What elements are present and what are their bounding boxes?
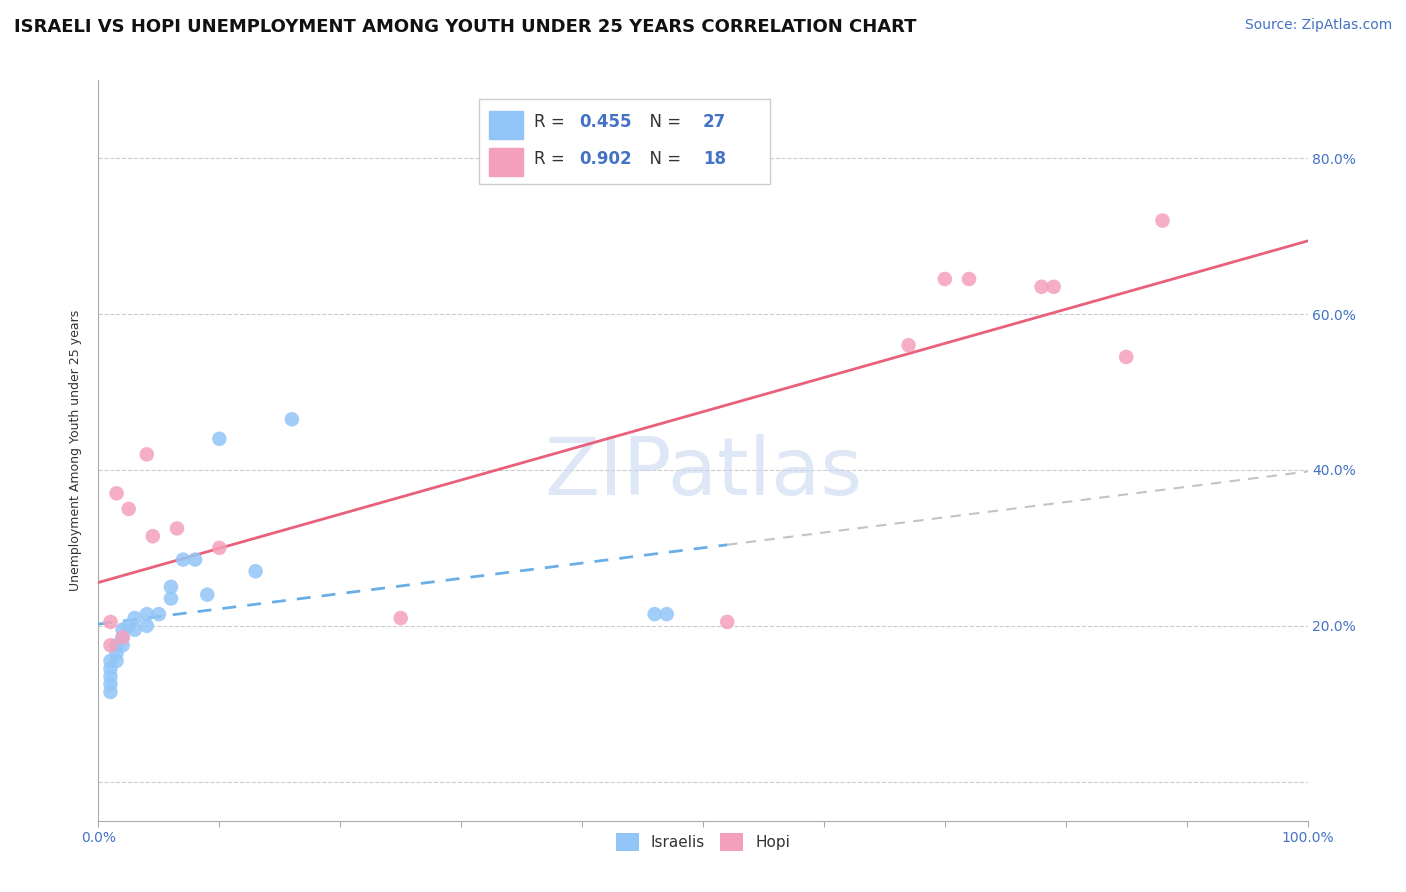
Text: 18: 18 (703, 151, 725, 169)
Point (105, 638, 128, 652)
Point (716, 615, 738, 629)
Point (160, 591, 183, 606)
Point (100, 662, 122, 676)
Point (124, 611, 146, 625)
Point (135, 619, 157, 633)
Point (245, 564, 267, 578)
Point (957, 272, 980, 286)
Legend: Israelis, Hopi: Israelis, Hopi (610, 827, 796, 857)
Text: 0.455: 0.455 (579, 113, 633, 131)
Point (1031, 280, 1053, 294)
Text: 27: 27 (703, 113, 727, 131)
Point (389, 611, 412, 625)
Point (111, 638, 134, 652)
Point (100, 677, 122, 691)
Y-axis label: Unemployment Among Youth under 25 years: Unemployment Among Youth under 25 years (69, 310, 83, 591)
Point (160, 580, 183, 594)
Point (100, 638, 122, 652)
Text: 0.902: 0.902 (579, 151, 633, 169)
FancyBboxPatch shape (479, 99, 769, 184)
Point (100, 685, 122, 699)
Point (118, 619, 141, 633)
Point (1152, 213, 1174, 227)
Point (208, 432, 231, 446)
Point (184, 552, 207, 566)
Point (105, 654, 128, 668)
Point (142, 529, 165, 543)
Bar (489, 111, 523, 139)
Point (118, 502, 141, 516)
Point (172, 552, 194, 566)
Text: R =: R = (534, 113, 569, 131)
Point (195, 588, 218, 602)
Point (105, 646, 128, 660)
Point (100, 654, 122, 668)
Point (100, 669, 122, 683)
Point (644, 607, 666, 621)
Point (135, 447, 157, 461)
Point (135, 607, 157, 621)
Point (655, 607, 678, 621)
Point (105, 486, 128, 500)
Point (111, 631, 134, 645)
Point (897, 338, 920, 352)
Text: ISRAELI VS HOPI UNEMPLOYMENT AMONG YOUTH UNDER 25 YEARS CORRELATION CHART: ISRAELI VS HOPI UNEMPLOYMENT AMONG YOUTH… (14, 18, 917, 36)
Point (208, 541, 231, 555)
Point (1115, 350, 1137, 364)
Point (281, 412, 304, 426)
Text: ZIPatlas: ZIPatlas (544, 434, 862, 512)
Bar (489, 148, 523, 176)
Text: N =: N = (638, 151, 686, 169)
Point (166, 521, 188, 535)
Point (100, 615, 122, 629)
Text: Source: ZipAtlas.com: Source: ZipAtlas.com (1244, 18, 1392, 32)
Point (1042, 280, 1064, 294)
Point (111, 631, 134, 645)
Point (148, 607, 170, 621)
Point (111, 623, 134, 637)
Text: R =: R = (534, 151, 569, 169)
Point (934, 272, 956, 286)
Point (124, 623, 146, 637)
Text: N =: N = (638, 113, 686, 131)
